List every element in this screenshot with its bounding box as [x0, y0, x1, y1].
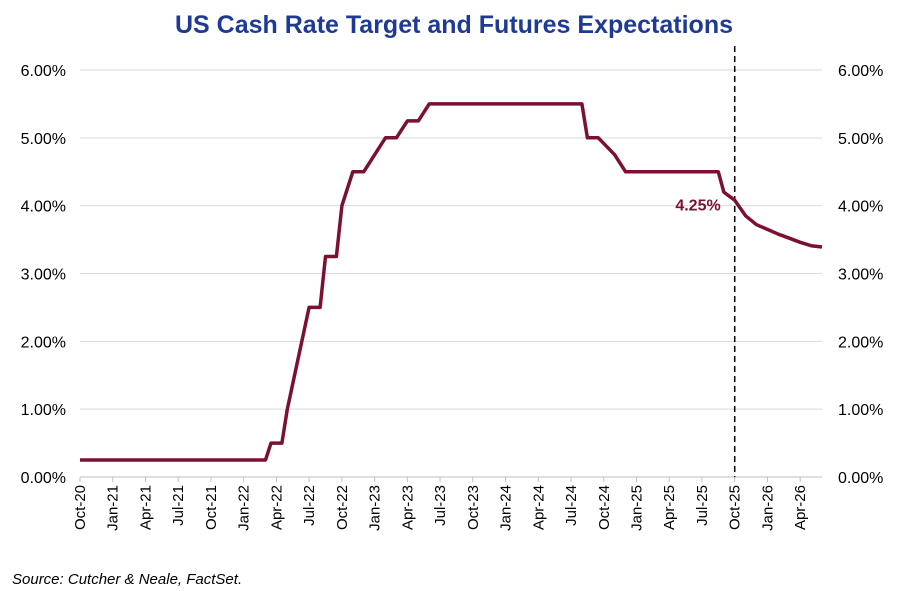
x-axis-ticks: Oct-20 Jan-21 Apr-21 Jul-21 Oct-21 Jan-22 Apr-…: [72, 485, 809, 531]
x-tick-label: Apr-25: [661, 485, 678, 530]
x-tick-label: Jul-22: [301, 485, 318, 526]
source-note: Source: Cutcher & Neale, FactSet.: [12, 571, 242, 588]
x-tick-label: Jul-23: [432, 485, 449, 526]
y-tick-label-right: 0.00%: [838, 470, 883, 487]
x-tick-label: Jul-25: [694, 485, 711, 526]
gridlines: [80, 69, 822, 410]
series-line: [80, 102, 823, 462]
y-tick-label-left: 2.00%: [21, 334, 66, 351]
y-tick-label-right: 4.00%: [838, 199, 883, 216]
x-tick-label: Oct-22: [334, 485, 351, 530]
current-rate-label: 4.25%: [675, 198, 720, 215]
x-tick-label: Jul-24: [563, 485, 580, 526]
y-tick-label-right: 1.00%: [838, 402, 883, 419]
y-tick-label-right: 2.00%: [838, 334, 883, 351]
x-tick-label: Jan-23: [367, 485, 384, 531]
x-tick-label: Apr-23: [399, 485, 416, 530]
axes: [79, 476, 822, 482]
y-tick-label-right: 5.00%: [838, 131, 883, 148]
x-tick-label: Oct-25: [727, 485, 744, 530]
x-tick-label: Apr-24: [530, 485, 547, 530]
y-tick-label-left: 0.00%: [21, 470, 66, 487]
x-tick-label: Oct-24: [596, 485, 613, 530]
y-tick-label-left: 6.00%: [21, 63, 66, 80]
y-axis-right-ticks: 0.00% 1.00% 2.00% 3.00% 4.00% 5.00% 6.00%: [838, 63, 883, 487]
annotation-layer: 4.25%: [675, 198, 720, 215]
y-tick-label-left: 5.00%: [21, 131, 66, 148]
y-tick-label-left: 4.00%: [21, 199, 66, 216]
x-tick-label: Jan-25: [629, 485, 646, 531]
chart-title: US Cash Rate Target and Futures Expectat…: [175, 11, 733, 39]
x-tick-label: Oct-20: [72, 485, 89, 530]
series-layer: [80, 102, 823, 462]
x-tick-label: Apr-26: [792, 485, 809, 530]
y-tick-label-right: 6.00%: [838, 63, 883, 80]
x-tick-label: Apr-22: [268, 485, 285, 530]
x-tick-label: Jan-24: [498, 485, 515, 531]
x-tick-label: Apr-21: [137, 485, 154, 530]
x-tick-label: Jan-22: [236, 485, 253, 531]
x-tick-label: Jan-21: [105, 485, 122, 531]
y-tick-label-right: 3.00%: [838, 267, 883, 284]
x-tick-label: Jul-21: [170, 485, 187, 526]
y-tick-label-left: 3.00%: [21, 267, 66, 284]
x-tick-label: Oct-23: [465, 485, 482, 530]
y-axis-left-ticks: 0.00% 1.00% 2.00% 3.00% 4.00% 5.00% 6.00%: [21, 63, 66, 487]
x-tick-label: Jan-26: [759, 485, 776, 531]
x-tick-label: Oct-21: [203, 485, 220, 530]
y-tick-label-left: 1.00%: [21, 402, 66, 419]
